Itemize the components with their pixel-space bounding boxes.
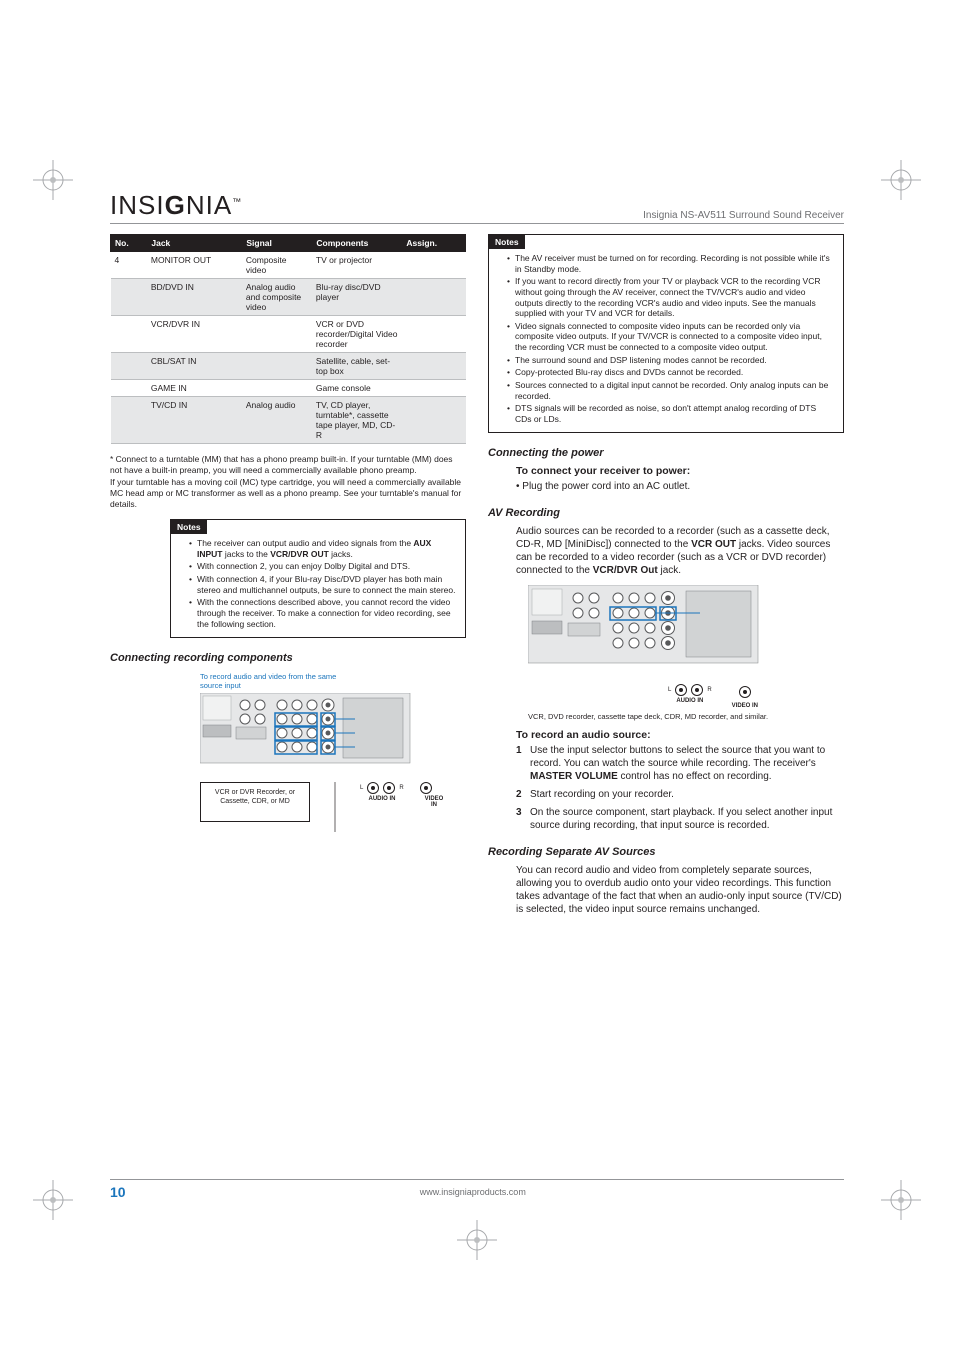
crop-mark-icon bbox=[881, 1180, 921, 1220]
note-item: DTS signals will be recorded as noise, s… bbox=[507, 403, 835, 424]
step-item: On the source component, start playback.… bbox=[516, 806, 844, 832]
notes-heading: Notes bbox=[489, 235, 525, 249]
notes-heading: Notes bbox=[171, 520, 207, 534]
doc-title: Insignia NS-AV511 Surround Sound Receive… bbox=[643, 210, 844, 221]
crop-mark-icon bbox=[457, 1220, 497, 1260]
th-components: Components bbox=[312, 235, 402, 252]
th-no: No. bbox=[111, 235, 147, 252]
jack-icon bbox=[675, 684, 687, 696]
note-item: Video signals connected to composite vid… bbox=[507, 321, 835, 353]
label-r: R bbox=[399, 785, 403, 791]
table-row: GAME INGame console bbox=[111, 380, 466, 397]
jack-icon bbox=[420, 782, 432, 794]
note-item: With connection 2, you can enjoy Dolby D… bbox=[189, 561, 457, 572]
section-separate-sources: Recording Separate AV Sources bbox=[488, 846, 844, 858]
table-row: CBL/SAT INSatellite, cable, set-top box bbox=[111, 353, 466, 380]
diagram-sublabel: VCR, DVD recorder, cassette tape deck, C… bbox=[528, 712, 844, 721]
step-item: Use the input selector buttons to select… bbox=[516, 744, 844, 783]
note-item: If you want to record directly from your… bbox=[507, 276, 835, 319]
rear-panel-icon bbox=[200, 693, 440, 773]
jack-icon bbox=[691, 684, 703, 696]
th-jack: Jack bbox=[147, 235, 242, 252]
note-item: The surround sound and DSP listening mod… bbox=[507, 355, 835, 366]
step-item: Start recording on your recorder. bbox=[516, 788, 844, 801]
table-row: 4MONITOR OUTComposite videoTV or project… bbox=[111, 252, 466, 279]
table-row: BD/DVD INAnalog audio and composite vide… bbox=[111, 279, 466, 316]
notes-box-right: Notes The AV receiver must be turned on … bbox=[488, 234, 844, 433]
note-item: With connection 4, if your Blu-ray Disc/… bbox=[189, 574, 457, 595]
crop-mark-icon bbox=[33, 1180, 73, 1220]
footer-url: www.insigniaproducts.com bbox=[126, 1187, 820, 1197]
jack-table: No. Jack Signal Components Assign. 4MONI… bbox=[110, 234, 466, 444]
table-row: VCR/DVR INVCR or DVD recorder/Digital Vi… bbox=[111, 316, 466, 353]
label-audio-in: AUDIO IN bbox=[668, 698, 712, 704]
notes-box-left: Notes The receiver can output audio and … bbox=[170, 519, 466, 638]
th-signal: Signal bbox=[242, 235, 312, 252]
footnote-asterisk: * Connect to a turntable (MM) that has a… bbox=[110, 454, 466, 475]
footnote-mc: If your turntable has a moving coil (MC)… bbox=[110, 477, 466, 509]
section-connecting-power: Connecting the power bbox=[488, 447, 844, 459]
label-video-in: VIDEO IN bbox=[422, 796, 446, 808]
av-recording-body: Audio sources can be recorded to a recor… bbox=[516, 525, 844, 577]
note-item: Copy-protected Blu-ray discs and DVDs ca… bbox=[507, 367, 835, 378]
section-av-recording: AV Recording bbox=[488, 507, 844, 519]
label-l: L bbox=[360, 785, 363, 791]
rear-panel-icon bbox=[528, 585, 788, 675]
recorder-box: VCR or DVR Recorder, or Cassette, CDR, o… bbox=[200, 782, 310, 822]
separate-sources-body: You can record audio and video from comp… bbox=[516, 864, 844, 916]
power-step: Plug the power cord into an AC outlet. bbox=[516, 480, 844, 493]
note-item: The AV receiver must be turned on for re… bbox=[507, 253, 835, 274]
subhead-record-audio: To record an audio source: bbox=[516, 729, 844, 741]
diagram-av-recording: L R AUDIO IN VIDEO IN VCR, DVD recorder,… bbox=[528, 585, 844, 721]
subhead-power: To connect your receiver to power: bbox=[516, 465, 844, 477]
th-assign: Assign. bbox=[402, 235, 466, 252]
diagram-recording: To record audio and video from the same … bbox=[200, 672, 466, 832]
note-item: With the connections described above, yo… bbox=[189, 597, 457, 629]
crop-mark-icon bbox=[881, 160, 921, 200]
label-r: R bbox=[707, 687, 711, 693]
note-item: The receiver can output audio and video … bbox=[189, 538, 457, 559]
section-recording-components: Connecting recording components bbox=[110, 652, 466, 664]
diagram-caption: To record audio and video from the same … bbox=[200, 672, 340, 690]
note-item: Sources connected to a digital input can… bbox=[507, 380, 835, 401]
label-audio-in: AUDIO IN bbox=[360, 796, 404, 808]
crop-mark-icon bbox=[33, 160, 73, 200]
page-number: 10 bbox=[110, 1184, 126, 1200]
table-row: TV/CD INAnalog audioTV, CD player, turnt… bbox=[111, 397, 466, 444]
jack-icon bbox=[383, 782, 395, 794]
label-l: L bbox=[668, 687, 671, 693]
record-steps: Use the input selector buttons to select… bbox=[516, 744, 844, 832]
label-video-in: VIDEO IN bbox=[732, 703, 758, 709]
brand-logo: INSIGNIA™ bbox=[110, 190, 242, 221]
jack-icon bbox=[367, 782, 379, 794]
link-line-icon bbox=[320, 782, 350, 832]
jack-icon bbox=[739, 686, 751, 698]
